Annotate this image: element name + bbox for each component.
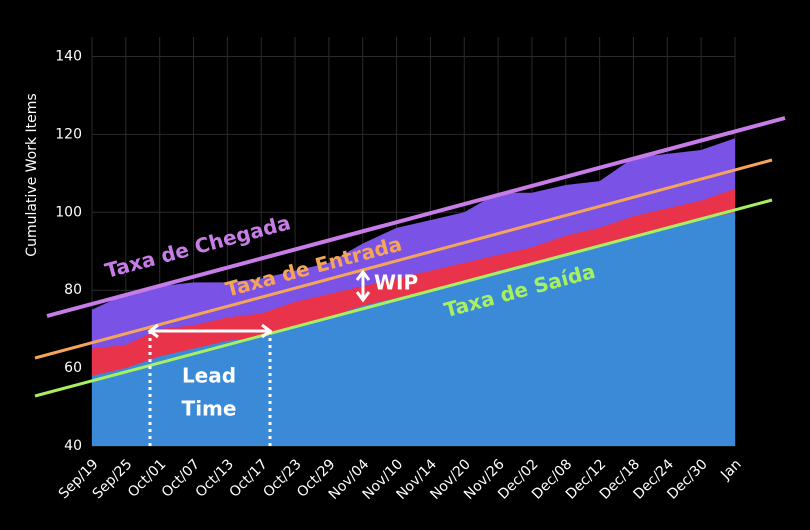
y-tick-label: 80 [64, 282, 82, 298]
y-tick-label: 120 [55, 126, 82, 142]
time-label: Time [182, 397, 237, 421]
area [92, 212, 735, 446]
lead-time-arrow [147, 323, 273, 446]
x-tick-label: Jan [717, 456, 744, 483]
y-tick-label: 100 [55, 204, 82, 220]
arrival-trend [46, 116, 786, 318]
y-tick-label: 40 [64, 438, 82, 454]
exit-trend [34, 198, 773, 398]
lead-label: Lead [182, 364, 236, 388]
y-axis-label: Cumulative Work Items [24, 93, 40, 256]
wip-arrow [355, 269, 371, 303]
wip-label: WIP [374, 271, 418, 295]
y-tick-label: 60 [64, 360, 82, 376]
y-tick-label: 140 [55, 48, 82, 64]
